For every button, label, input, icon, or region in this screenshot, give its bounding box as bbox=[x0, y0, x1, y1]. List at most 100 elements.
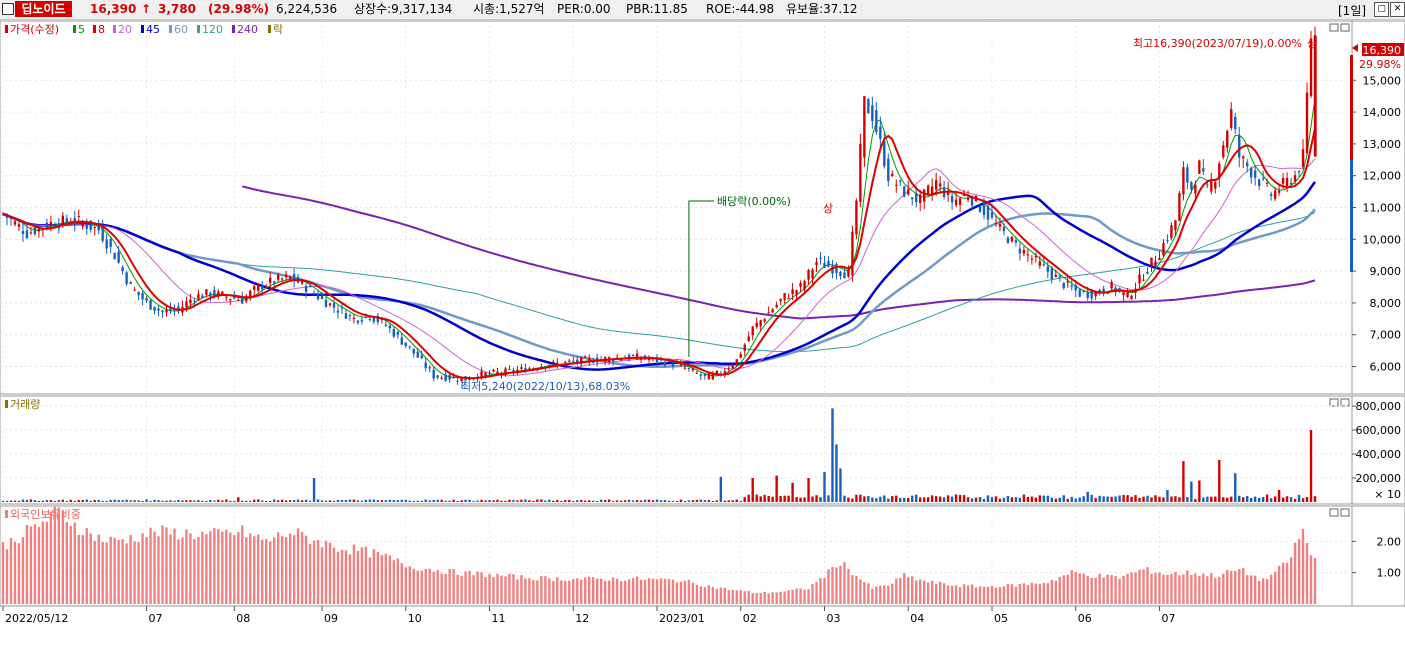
volume-bar bbox=[954, 494, 958, 502]
restore-icon[interactable]: ▢ bbox=[1374, 2, 1389, 17]
candle-body bbox=[1226, 130, 1229, 148]
volume-bar bbox=[1277, 490, 1281, 502]
volume-bar bbox=[29, 499, 33, 502]
foreign-bar bbox=[300, 531, 304, 604]
candle-body bbox=[1277, 190, 1281, 193]
candle-body bbox=[592, 361, 595, 363]
candle-body bbox=[97, 224, 100, 231]
price-tick-label: 13,000 bbox=[1363, 138, 1402, 151]
foreign-bar bbox=[719, 587, 723, 604]
foreign-bar bbox=[863, 582, 866, 604]
foreign-bar bbox=[261, 539, 264, 604]
foreign-bar bbox=[599, 578, 603, 604]
foreign-bar bbox=[241, 525, 244, 604]
candle-body bbox=[711, 373, 715, 380]
foreign-bar bbox=[811, 584, 814, 604]
candle-body bbox=[819, 258, 822, 260]
volume-bar bbox=[117, 500, 120, 502]
foreign-bar bbox=[564, 580, 567, 604]
close-icon[interactable]: ✕ bbox=[1390, 2, 1405, 17]
candle-body bbox=[272, 281, 276, 284]
foreign-bar bbox=[839, 565, 842, 604]
stock-chart[interactable]: 15,000 14,000 13,000 12,000 11,000 10,000 9,00… bbox=[0, 20, 1405, 648]
volume-bar bbox=[1170, 496, 1173, 502]
candle-body bbox=[392, 329, 396, 337]
volume-bar bbox=[1090, 494, 1093, 502]
foreign-bar bbox=[667, 578, 671, 604]
candle-body bbox=[891, 173, 894, 177]
candle-body bbox=[145, 297, 148, 301]
candle-body bbox=[400, 337, 403, 345]
foreign-bar bbox=[61, 510, 65, 604]
volume-tick-label: 200,000 bbox=[1356, 472, 1402, 485]
candle-body bbox=[1018, 248, 1022, 254]
title-bar: 딥노이드 16,390 ↑ 3,780 (29.98%) 6,224,536 상… bbox=[0, 0, 1405, 20]
foreign-bar bbox=[1022, 583, 1026, 604]
foreign-bar bbox=[272, 537, 276, 604]
volume-bar bbox=[799, 497, 802, 502]
foreign-bar bbox=[249, 533, 252, 604]
volume-bar bbox=[304, 499, 308, 502]
foreign-bar bbox=[791, 589, 794, 604]
volume-bar bbox=[520, 499, 523, 502]
candle-body bbox=[1178, 193, 1181, 221]
foreign-bar bbox=[169, 534, 172, 604]
foreign-bar bbox=[408, 566, 411, 604]
candle-body bbox=[528, 368, 531, 370]
limit-up-label: 상 bbox=[1307, 37, 1317, 50]
candle-body bbox=[1154, 261, 1157, 267]
candle-body bbox=[129, 282, 132, 284]
candle-body bbox=[899, 180, 902, 182]
limit-up-label-2: 상 bbox=[823, 202, 833, 215]
candle-body bbox=[101, 226, 104, 241]
low-annotation: 최저5,240(2022/10/13),68.03% bbox=[461, 380, 630, 393]
volume-bar bbox=[268, 500, 272, 502]
volume-bar bbox=[272, 499, 276, 502]
foreign-bar bbox=[1289, 557, 1293, 604]
foreign-bar bbox=[779, 591, 782, 604]
candle-body bbox=[588, 357, 591, 362]
volume-bar bbox=[41, 500, 45, 502]
candle-body bbox=[468, 378, 471, 381]
volume-bar bbox=[1042, 495, 1046, 502]
checkbox-icon[interactable] bbox=[2, 3, 14, 15]
volume-bar bbox=[1058, 497, 1061, 502]
stock-name[interactable]: 딥노이드 bbox=[15, 1, 72, 17]
candle-body bbox=[548, 364, 551, 366]
foreign-bar bbox=[1106, 574, 1109, 604]
volume-bar bbox=[229, 500, 232, 502]
volume-tick-label: 600,000 bbox=[1356, 424, 1402, 437]
volume-tick-label: 800,000 bbox=[1356, 400, 1402, 413]
volume-bar bbox=[552, 500, 555, 502]
foreign-bar bbox=[831, 567, 834, 604]
foreign-bar bbox=[432, 571, 435, 604]
candle-body bbox=[564, 361, 567, 363]
foreign-bar bbox=[919, 579, 922, 604]
x-tick-label: 07 bbox=[149, 612, 163, 625]
foreign-bar bbox=[93, 541, 96, 604]
candle-body bbox=[887, 158, 890, 182]
volume-bar bbox=[392, 499, 396, 502]
volume-bar bbox=[452, 499, 455, 502]
volume-bar bbox=[942, 497, 946, 502]
volume-bar bbox=[1246, 495, 1249, 502]
volume-bar bbox=[767, 495, 770, 502]
volume-bar bbox=[153, 499, 156, 502]
candle-body bbox=[412, 348, 415, 354]
volume-bar bbox=[540, 499, 543, 502]
candle-body bbox=[520, 367, 523, 369]
period-selector[interactable]: [1일] bbox=[1338, 4, 1367, 18]
candle-body bbox=[221, 291, 224, 295]
candle-body bbox=[1242, 156, 1245, 159]
volume-bar bbox=[1054, 498, 1057, 502]
foreign-bar bbox=[1154, 573, 1157, 604]
candle-body bbox=[767, 312, 770, 314]
candle-body bbox=[292, 273, 296, 282]
candle-body bbox=[831, 265, 834, 274]
foreign-bar bbox=[121, 539, 124, 604]
ma45-line bbox=[2, 181, 1317, 371]
volume-bar bbox=[775, 475, 778, 502]
foreign-bar bbox=[444, 574, 447, 604]
foreign-bar bbox=[316, 540, 320, 604]
volume-bar bbox=[831, 408, 834, 502]
